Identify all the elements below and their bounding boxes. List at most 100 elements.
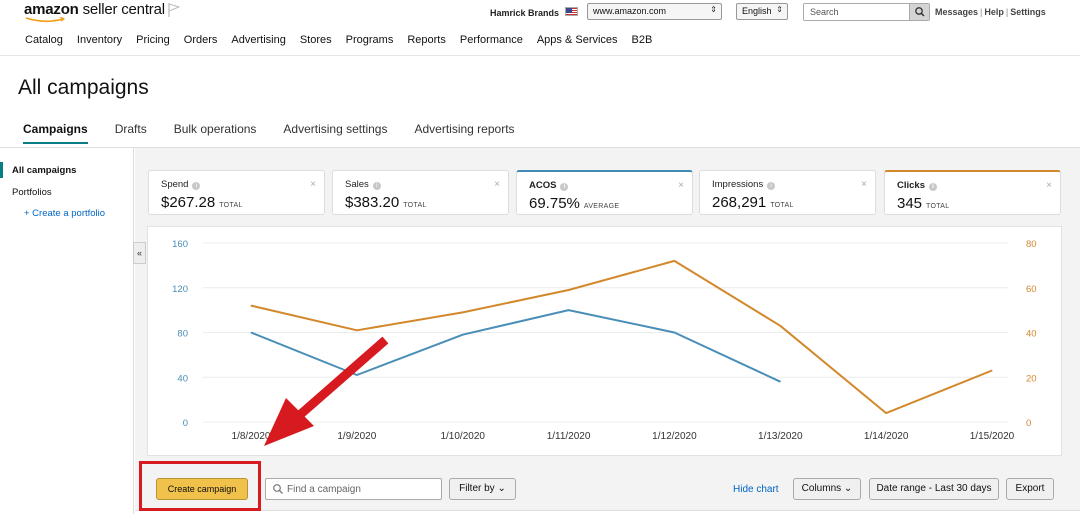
language-select[interactable]: English ⇕	[736, 3, 788, 20]
messages-link[interactable]: Messages	[935, 7, 979, 17]
tab-advertising-reports[interactable]: Advertising reports	[414, 122, 515, 136]
top-header: amazon seller central Hamrick Brands www…	[0, 0, 1080, 56]
sidebar-item-all-campaigns[interactable]: All campaigns	[12, 165, 77, 176]
series-line-acos	[250, 309, 781, 383]
date-range-button[interactable]: Date range - Last 30 days	[869, 478, 999, 500]
x-tick-label: 1/15/2020	[970, 431, 1015, 442]
campaign-tabs: Campaigns Drafts Bulk operations Adverti…	[23, 122, 542, 144]
right-tick-label: 20	[1026, 373, 1037, 384]
search-icon	[273, 484, 283, 494]
nav-reports[interactable]: Reports	[407, 34, 446, 46]
data-point	[885, 412, 887, 414]
info-icon: i	[767, 182, 776, 190]
nav-performance[interactable]: Performance	[459, 34, 523, 46]
data-point	[779, 325, 781, 327]
search-icon	[915, 7, 925, 17]
close-icon[interactable]: ×	[678, 180, 684, 191]
metric-card-acos[interactable]: ACOS i × 69.75% AVERAGE	[516, 170, 693, 215]
left-tick-label: 120	[172, 284, 188, 295]
help-link[interactable]: Help	[984, 7, 1004, 17]
tab-bulk-operations[interactable]: Bulk operations	[173, 122, 257, 136]
search-input[interactable]: Search	[803, 3, 930, 21]
x-tick-label: 1/14/2020	[864, 431, 909, 442]
performance-chart-panel: 160 80 120 60 80 40 40 20 0 0 1/8/2020 1/9/2020 1/10…	[147, 226, 1062, 456]
nav-inventory[interactable]: Inventory	[76, 34, 123, 46]
performance-chart: 160 80 120 60 80 40 40 20 0 0 1/8/2020 1/9/2020 1/10…	[172, 239, 1037, 442]
active-item-marker	[0, 162, 3, 178]
tabs-divider	[0, 147, 1080, 148]
nav-b2b[interactable]: B2B	[631, 34, 653, 46]
amazon-smile-icon	[25, 17, 66, 23]
export-button[interactable]: Export	[1006, 478, 1054, 500]
left-tick-label: 80	[177, 329, 188, 340]
data-point	[462, 311, 464, 313]
find-campaign-input[interactable]: Find a campaign	[265, 478, 442, 500]
nav-pricing[interactable]: Pricing	[136, 34, 170, 46]
data-point	[356, 374, 358, 376]
logo[interactable]: amazon seller central	[24, 1, 165, 18]
search-button[interactable]	[909, 4, 929, 20]
x-tick-label: 1/12/2020	[652, 431, 697, 442]
x-tick-label: 1/13/2020	[758, 431, 803, 442]
left-sidebar: All campaigns Portfolios + Create a port…	[0, 148, 134, 514]
data-point	[779, 381, 781, 383]
x-tick-label: 1/9/2020	[337, 431, 376, 442]
data-point	[673, 260, 675, 262]
x-tick-label: 1/11/2020	[547, 431, 591, 442]
page-title: All campaigns	[18, 76, 149, 99]
select-arrows-icon: ⇕	[776, 5, 783, 14]
metric-card-impressions[interactable]: Impressions i × 268,291 TOTAL	[699, 170, 876, 215]
nav-apps-services[interactable]: Apps & Services	[536, 34, 618, 46]
right-tick-label: 60	[1026, 284, 1037, 295]
collapse-sidebar-button[interactable]: «	[133, 242, 146, 264]
close-icon[interactable]: ×	[1046, 180, 1052, 191]
data-point	[991, 370, 993, 371]
data-point	[568, 309, 570, 311]
metric-card-sales[interactable]: Sales i × $383.20 TOTAL	[332, 170, 509, 215]
top-links: Messages | Help | Settings	[935, 7, 1046, 17]
left-tick-label: 160	[172, 239, 188, 250]
nav-stores[interactable]: Stores	[299, 34, 332, 46]
right-tick-label: 0	[1026, 418, 1031, 429]
nav-catalog[interactable]: Catalog	[25, 34, 63, 46]
info-icon: i	[192, 182, 201, 190]
tab-campaigns[interactable]: Campaigns	[23, 122, 88, 144]
data-point	[250, 305, 252, 307]
series-line-clicks	[250, 259, 993, 415]
left-tick-label: 0	[183, 418, 188, 429]
x-tick-label: 1/8/2020	[232, 431, 271, 442]
x-tick-label: 1/10/2020	[440, 431, 485, 442]
main-nav: Catalog Inventory Pricing Orders Adverti…	[25, 34, 666, 46]
metric-card-spend[interactable]: Spend i × $267.28 TOTAL	[148, 170, 325, 215]
annotation-arrow-icon	[264, 336, 389, 446]
right-tick-label: 80	[1026, 239, 1037, 250]
data-point	[673, 332, 675, 333]
nav-programs[interactable]: Programs	[345, 34, 394, 46]
create-portfolio-link[interactable]: + Create a portfolio	[24, 208, 106, 219]
close-icon[interactable]: ×	[310, 179, 316, 190]
hide-chart-link[interactable]: Hide chart	[733, 484, 779, 495]
select-arrows-icon: ⇕	[710, 5, 717, 14]
campaign-toolbar: Create campaign Find a campaign Filter b…	[135, 470, 1080, 514]
left-tick-label: 40	[177, 373, 188, 384]
settings-link[interactable]: Settings	[1010, 7, 1046, 17]
marketplace-select[interactable]: www.amazon.com ⇕	[587, 3, 722, 20]
create-campaign-button[interactable]: Create campaign	[156, 478, 248, 500]
close-icon[interactable]: ×	[861, 179, 867, 190]
table-header-edge	[135, 510, 1080, 514]
info-icon: i	[560, 183, 569, 191]
campaign-content: Spend i × $267.28 TOTAL Sales i × $383.20 TO…	[135, 148, 1080, 514]
nav-advertising[interactable]: Advertising	[231, 34, 286, 46]
sidebar-item-portfolios[interactable]: Portfolios	[12, 187, 52, 198]
flag-icon[interactable]	[168, 3, 180, 17]
data-point	[568, 289, 570, 291]
tab-advertising-settings[interactable]: Advertising settings	[283, 122, 388, 136]
tab-drafts[interactable]: Drafts	[114, 122, 147, 136]
filter-by-button[interactable]: Filter by ⌄	[449, 478, 516, 500]
metric-card-clicks[interactable]: Clicks i × 345 TOTAL	[884, 170, 1061, 215]
close-icon[interactable]: ×	[494, 179, 500, 190]
nav-orders[interactable]: Orders	[183, 34, 218, 46]
columns-button[interactable]: Columns ⌄	[793, 478, 861, 500]
chevron-down-icon: ⌄	[497, 483, 506, 494]
annotation-highlight-box	[139, 461, 261, 511]
